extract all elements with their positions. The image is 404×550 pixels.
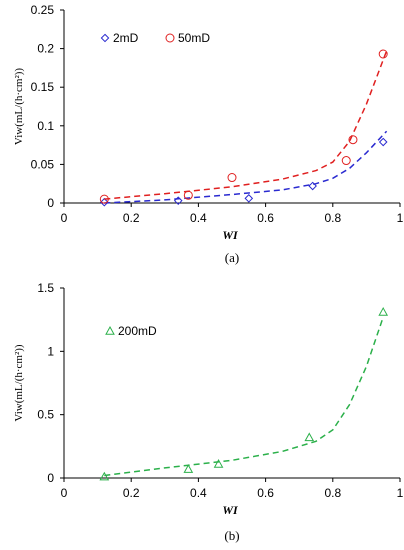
data-point-50mD xyxy=(341,156,351,166)
x-tick-label: 0 xyxy=(61,211,68,225)
data-point-2mD xyxy=(244,194,254,203)
legend-label-50mD: 50mD xyxy=(178,31,210,45)
fit-line-2mD xyxy=(104,130,388,204)
panel-b: 0 0.2 0.4 0.6 0.8 1 0 0.5 1 1.5 WI Viw(mL/(h·cm²)) 2… xyxy=(13,281,404,543)
data-point-200mD xyxy=(99,471,110,481)
x-tick-label: 1 xyxy=(397,486,404,500)
y-tick-label: 0.15 xyxy=(31,80,55,94)
y-tick-label: 0.25 xyxy=(31,3,55,17)
y-tick-label: 1.5 xyxy=(37,281,54,295)
data-point-2mD xyxy=(100,197,109,207)
legend-label-2mD: 2mD xyxy=(113,31,139,45)
panel-label: (a) xyxy=(225,250,239,265)
x-tick-label: 0.4 xyxy=(190,211,207,225)
data-point-50mD xyxy=(99,194,109,204)
x-tick-label: 0.4 xyxy=(190,486,207,500)
legend-marker-2mD xyxy=(100,33,110,43)
x-axis-label: WI xyxy=(222,228,239,242)
y-tick-label: 0.05 xyxy=(31,157,55,171)
y-axis-label: Viw(mL/(h·cm²)) xyxy=(13,68,25,146)
y-tick-label: 0.1 xyxy=(37,119,54,133)
fit-line-200mD xyxy=(104,316,384,477)
x-tick-label: 0.8 xyxy=(324,211,341,225)
y-tick-label: 0 xyxy=(47,196,54,210)
x-tick-label: 0.6 xyxy=(257,486,274,500)
data-point-50mD xyxy=(348,135,358,145)
x-tick-label: 0.2 xyxy=(123,486,140,500)
x-tick-label: 0.8 xyxy=(324,486,341,500)
x-tick-label: 0.6 xyxy=(257,211,274,225)
x-tick-label: 0 xyxy=(61,486,68,500)
y-tick-label: 0 xyxy=(47,471,54,485)
legend-marker-50mD xyxy=(165,33,175,43)
data-point-50mD xyxy=(378,49,388,59)
data-point-50mD xyxy=(227,173,237,183)
data-point-200mD xyxy=(213,459,224,468)
panel-label: (b) xyxy=(224,528,239,543)
fit-line-50mD xyxy=(104,50,388,200)
data-point-50mD xyxy=(183,190,193,200)
x-tick-label: 0.2 xyxy=(123,211,140,225)
x-axis-label: WI xyxy=(222,503,239,517)
data-point-200mD xyxy=(304,432,315,442)
panel-a: 0 0.2 0.4 0.6 0.8 1 0 0.05 0.1 0.15 0.2 0.25 WI Viw(m… xyxy=(13,3,404,265)
y-axis-label: Viw(mL/(h·cm²)) xyxy=(13,344,25,422)
data-point-2mD xyxy=(308,181,317,191)
y-tick-label: 0.5 xyxy=(37,408,54,422)
y-tick-label: 1 xyxy=(47,344,54,358)
x-tick-label: 1 xyxy=(397,211,404,225)
data-point-200mD xyxy=(378,307,389,316)
data-point-2mD xyxy=(378,137,388,147)
data-point-200mD xyxy=(183,464,194,473)
legend-marker-200mD xyxy=(105,325,115,335)
y-tick-label: 0.2 xyxy=(37,42,54,56)
data-point-2mD xyxy=(173,196,183,205)
legend-label-200mD: 200mD xyxy=(118,324,157,338)
